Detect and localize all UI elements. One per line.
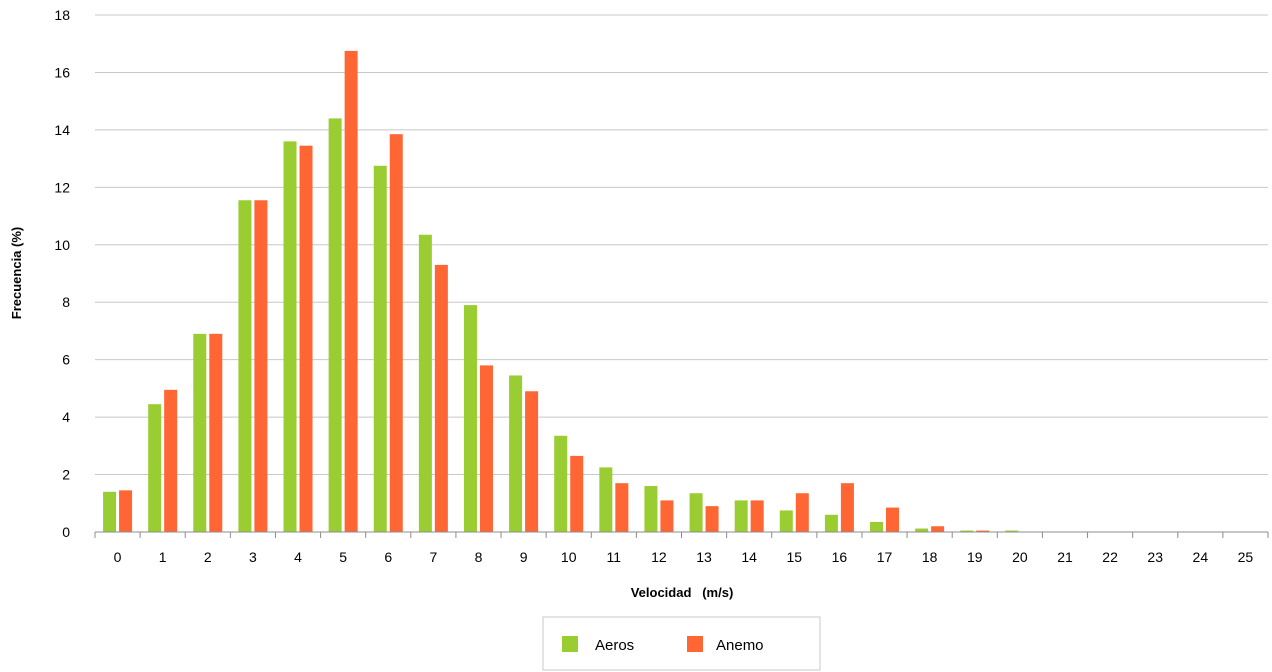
y-tick-label: 10 <box>54 237 70 253</box>
x-tick-label: 20 <box>1012 549 1028 565</box>
bar-aeros-10 <box>554 435 568 532</box>
x-tick-label: 17 <box>877 549 893 565</box>
bar-anemo-15 <box>795 493 809 532</box>
legend-swatch-aeros <box>562 636 578 652</box>
y-tick-label: 18 <box>54 7 70 23</box>
y-tick-label: 8 <box>62 294 70 310</box>
y-tick-label: 6 <box>62 352 70 368</box>
bar-aeros-19 <box>960 530 974 532</box>
legend: Aeros Anemo <box>542 616 821 671</box>
y-tick-label: 0 <box>62 524 70 540</box>
bar-aeros-18 <box>915 528 929 532</box>
bar-anemo-17 <box>886 507 900 532</box>
bar-aeros-0 <box>103 491 117 532</box>
bar-anemo-19 <box>976 530 990 532</box>
bar-anemo-11 <box>615 483 629 532</box>
bar-anemo-9 <box>525 391 539 532</box>
bar-aeros-12 <box>644 486 658 532</box>
x-tick-label: 12 <box>651 549 667 565</box>
x-tick-label: 7 <box>429 549 437 565</box>
bar-anemo-12 <box>660 500 674 532</box>
bar-anemo-8 <box>479 365 493 532</box>
y-tick-label: 16 <box>54 64 70 80</box>
bar-anemo-10 <box>570 455 584 532</box>
gridlines <box>95 14 1268 476</box>
x-tick-label: 1 <box>159 549 167 565</box>
bar-aeros-13 <box>689 493 703 532</box>
bar-aeros-16 <box>824 514 838 532</box>
x-tick-label: 25 <box>1238 549 1254 565</box>
y-tick-label: 4 <box>62 409 70 425</box>
bar-aeros-20 <box>1005 530 1019 532</box>
x-tick-label: 10 <box>561 549 577 565</box>
y-tick-label: 12 <box>54 179 70 195</box>
bar-anemo-7 <box>434 264 448 532</box>
legend-box <box>542 616 821 671</box>
x-tick-label: 15 <box>786 549 802 565</box>
x-tick-label: 8 <box>475 549 483 565</box>
legend-label-aeros: Aeros <box>595 637 634 654</box>
bar-aeros-14 <box>734 500 748 532</box>
bar-anemo-6 <box>389 134 403 533</box>
x-tick-label: 18 <box>922 549 938 565</box>
bar-aeros-15 <box>779 510 793 532</box>
bar-aeros-17 <box>870 521 884 532</box>
bar-aeros-11 <box>599 467 613 532</box>
bar-aeros-6 <box>373 165 387 532</box>
bar-aeros-7 <box>418 234 432 532</box>
bar-anemo-13 <box>705 506 719 532</box>
x-tick-label: 23 <box>1147 549 1163 565</box>
x-tick-labels: 0 1 2 3 4 5 6 7 8 9 10 11 12 13 14 15 16 17 18 19 20 21 22 23 24… <box>94 532 1269 565</box>
legend-label-anemo: Anemo <box>716 637 764 654</box>
x-tick-label: 21 <box>1057 549 1073 565</box>
bar-anemo-3 <box>254 200 268 532</box>
legend-swatch-anemo <box>687 636 703 652</box>
y-tick-labels: 0 2 4 6 8 10 12 14 16 18 <box>54 7 70 540</box>
bar-aeros-2 <box>193 333 207 532</box>
bar-aeros-1 <box>148 404 162 532</box>
bar-anemo-16 <box>840 483 854 532</box>
bar-anemo-4 <box>299 145 313 533</box>
x-tick-label: 14 <box>741 549 757 565</box>
bar-aeros-9 <box>509 375 523 532</box>
y-tick-label: 14 <box>54 122 70 138</box>
bar-anemo-5 <box>344 50 358 533</box>
x-tick-label: 3 <box>249 549 257 565</box>
x-tick-label: 4 <box>294 549 302 565</box>
x-tick-label: 11 <box>607 549 622 565</box>
bar-anemo-14 <box>750 500 764 532</box>
x-tick-label: 22 <box>1102 549 1118 565</box>
x-tick-label: 2 <box>204 549 212 565</box>
x-tick-label: 19 <box>967 549 983 565</box>
x-tick-label: 9 <box>520 549 528 565</box>
bars <box>103 50 1019 533</box>
x-tick-label: 13 <box>696 549 712 565</box>
x-tick-label: 6 <box>384 549 392 565</box>
y-axis-title: Frecuencia (%) <box>9 227 24 319</box>
bar-anemo-0 <box>119 490 133 532</box>
bar-anemo-2 <box>209 333 223 532</box>
bar-anemo-18 <box>931 526 945 532</box>
x-tick-label: 0 <box>114 549 122 565</box>
bar-anemo-1 <box>164 389 178 532</box>
x-tick-label: 16 <box>832 549 848 565</box>
bar-aeros-8 <box>463 305 477 532</box>
y-tick-label: 2 <box>62 467 70 483</box>
bar-aeros-5 <box>328 118 342 533</box>
x-tick-label: 24 <box>1193 549 1209 565</box>
bar-aeros-4 <box>283 141 297 532</box>
x-axis-title: Velocidad (m/s) <box>631 585 734 600</box>
bar-aeros-3 <box>238 200 252 532</box>
x-tick-label: 5 <box>339 549 347 565</box>
